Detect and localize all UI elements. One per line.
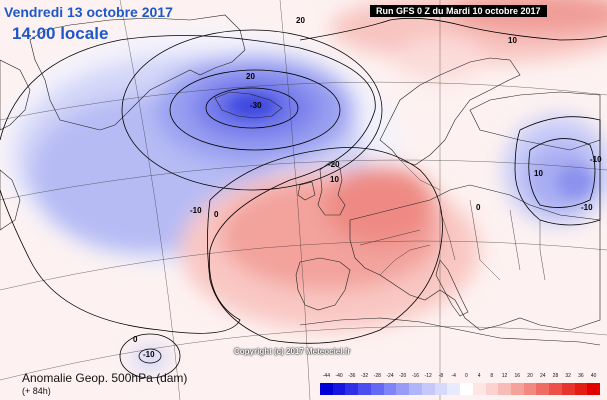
- contour-label: -10: [143, 350, 155, 359]
- contour-label: 10: [330, 175, 339, 184]
- forecast-time: 14:00 locale: [12, 24, 109, 43]
- legend-tick-label: 24: [539, 373, 546, 379]
- color-scale-legend: -44 -40 -36 -32 -28 -24 -20 -16 -12 -8 -4 0 4 8 12 16 20…: [320, 373, 601, 397]
- legend-swatch: [460, 383, 473, 395]
- legend-swatch: [370, 383, 384, 395]
- legend-swatch: [536, 383, 550, 395]
- legend-swatch: [549, 383, 562, 395]
- legend-swatch: [511, 383, 524, 395]
- contour-label: 10: [508, 36, 517, 45]
- contour-label: -20: [328, 160, 340, 169]
- legend-swatch: [434, 383, 448, 395]
- contour-label: -10: [590, 155, 602, 164]
- legend-ticks: -44 -40 -36 -32 -28 -24 -20 -16 -12 -8 -4 0 4 8 12 16 20…: [320, 373, 600, 383]
- legend-swatch: [396, 383, 410, 395]
- contour-label: -10: [190, 206, 202, 215]
- lead-time: (+ 84h): [22, 386, 51, 396]
- legend-tick-label: -32: [360, 373, 369, 379]
- legend-tick-label: -36: [348, 373, 356, 379]
- legend-tick-label: 12: [501, 373, 508, 379]
- north-africa-coast: [299, 317, 601, 346]
- contour-label: 0: [214, 210, 219, 219]
- legend-swatch: [498, 383, 512, 395]
- legend-tick-label: -28: [373, 373, 381, 379]
- coastlines: [0, 14, 601, 346]
- legend-tick-label: -8: [438, 373, 444, 379]
- legend-swatch: [561, 383, 575, 395]
- legend-tick-label: -40: [335, 373, 343, 379]
- legend-swatch: [332, 383, 346, 395]
- legend-tick-label: 8: [490, 373, 494, 379]
- map-variable-title: Anomalie Geop. 500hPa (dam): [22, 371, 188, 385]
- copyright-notice: Copyright (c) 2017 Meteociel.fr: [234, 347, 351, 356]
- greenland-coast: [29, 14, 246, 131]
- legend-swatch: [358, 383, 371, 395]
- contour-label: 20: [296, 16, 305, 25]
- legend-swatch: [345, 383, 359, 395]
- british-isles-coast: [297, 161, 346, 216]
- finland-russia-coast: [469, 91, 601, 151]
- borders: [359, 159, 546, 281]
- contour-label: 20: [246, 72, 255, 81]
- legend-swatch: [447, 383, 461, 395]
- legend-tick-label: 20: [527, 373, 533, 379]
- legend-tick-label: -24: [386, 373, 394, 379]
- legend-swatch: [383, 383, 397, 395]
- legend-swatch: [409, 383, 422, 395]
- legend-color-bar: [320, 383, 601, 395]
- legend-swatch: [320, 383, 333, 395]
- canada-coast: [0, 59, 31, 231]
- legend-tick-label: -20: [399, 373, 407, 379]
- forecast-date: Vendredi 13 octobre 2017: [4, 4, 173, 20]
- legend-swatch: [574, 383, 588, 395]
- scandinavia-coast: [379, 57, 521, 166]
- model-run-label: Run GFS 0 Z du Mardi 10 octobre 2017: [370, 5, 547, 17]
- legend-tick-label: 32: [565, 373, 571, 379]
- contour-label: 0: [476, 203, 481, 212]
- iceland-coast: [214, 91, 283, 119]
- contour-label: 0: [133, 335, 138, 344]
- iberia-coast: [295, 257, 351, 311]
- legend-swatch: [587, 383, 601, 395]
- contour-label: -30: [250, 101, 262, 110]
- legend-tick-label: 0: [464, 373, 468, 379]
- legend-tick-label: 28: [552, 373, 559, 379]
- legend-tick-label: 16: [514, 373, 521, 379]
- legend-tick-label: 4: [477, 373, 481, 379]
- legend-swatch: [421, 383, 435, 395]
- contour-labels: 20 10 20 -30 -20 -10 0 10 0 -10 10 -10 0…: [133, 16, 602, 359]
- legend-swatch: [472, 383, 486, 395]
- legend-tick-label: -12: [424, 373, 432, 379]
- legend-swatch: [485, 383, 499, 395]
- anomaly-contours: [0, 17, 607, 379]
- europe-coast: [349, 184, 601, 331]
- contour-label: 10: [534, 169, 543, 178]
- legend-swatch: [523, 383, 537, 395]
- legend-tick-label: -44: [322, 373, 330, 379]
- legend-tick-label: -16: [411, 373, 420, 379]
- legend-tick-label: -4: [451, 373, 456, 379]
- legend-tick-label: 40: [590, 373, 597, 379]
- contour-label: -10: [581, 203, 593, 212]
- legend-tick-label: 36: [578, 373, 584, 379]
